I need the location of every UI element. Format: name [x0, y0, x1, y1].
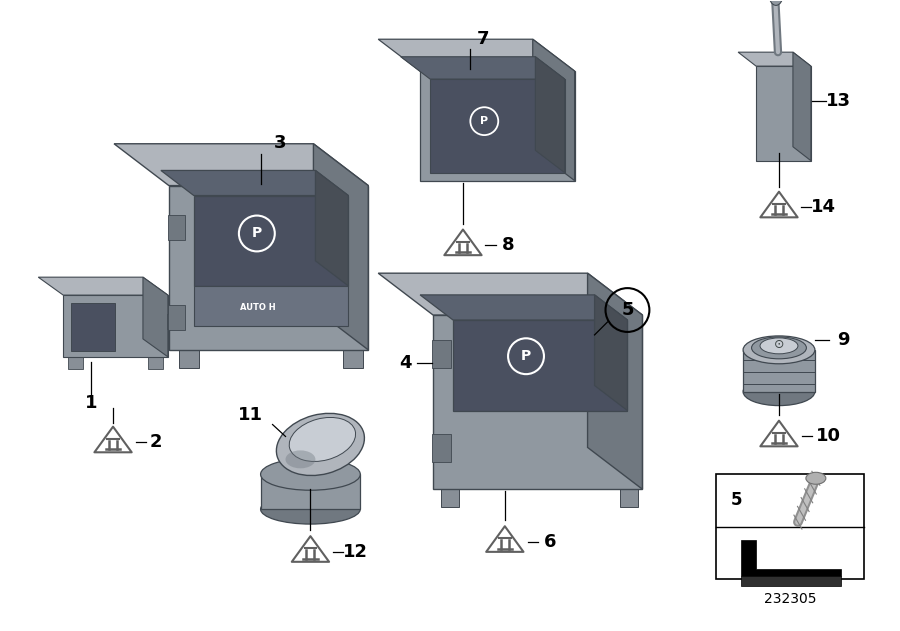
Text: 12: 12: [343, 543, 368, 561]
Ellipse shape: [743, 378, 814, 406]
Text: 13: 13: [826, 92, 851, 110]
Ellipse shape: [769, 0, 783, 6]
Polygon shape: [420, 295, 627, 320]
Polygon shape: [536, 57, 564, 173]
Text: P: P: [521, 349, 531, 363]
Polygon shape: [738, 52, 811, 66]
Ellipse shape: [285, 451, 315, 468]
Polygon shape: [63, 295, 168, 357]
Text: P: P: [481, 116, 489, 126]
Text: ⊙: ⊙: [774, 338, 784, 351]
Polygon shape: [433, 315, 643, 489]
Polygon shape: [420, 71, 574, 180]
Polygon shape: [179, 348, 199, 368]
Polygon shape: [161, 170, 348, 196]
Text: 8: 8: [501, 237, 514, 254]
Polygon shape: [343, 348, 364, 368]
Polygon shape: [453, 320, 627, 411]
Polygon shape: [194, 196, 348, 286]
Text: P: P: [252, 227, 262, 240]
Text: 10: 10: [816, 427, 842, 445]
Ellipse shape: [752, 337, 806, 359]
Polygon shape: [378, 39, 574, 71]
Polygon shape: [793, 52, 811, 161]
Ellipse shape: [760, 338, 798, 354]
Polygon shape: [620, 487, 638, 507]
Text: 3: 3: [274, 134, 287, 152]
Polygon shape: [741, 576, 841, 586]
Polygon shape: [194, 286, 348, 326]
Polygon shape: [143, 277, 168, 357]
Text: 1: 1: [85, 394, 97, 411]
Text: AUTO H: AUTO H: [239, 304, 275, 312]
Text: 11: 11: [238, 406, 263, 423]
Polygon shape: [168, 215, 184, 240]
Polygon shape: [166, 314, 183, 329]
Text: 5: 5: [731, 491, 742, 509]
Polygon shape: [315, 170, 348, 286]
Polygon shape: [588, 273, 643, 489]
Ellipse shape: [261, 494, 360, 524]
Polygon shape: [716, 475, 864, 579]
Polygon shape: [400, 57, 564, 79]
Polygon shape: [756, 66, 811, 161]
Ellipse shape: [743, 336, 814, 364]
Text: 4: 4: [399, 354, 411, 372]
Ellipse shape: [261, 458, 360, 490]
Polygon shape: [741, 540, 841, 576]
Polygon shape: [432, 340, 451, 368]
Polygon shape: [261, 475, 360, 509]
Polygon shape: [441, 487, 459, 507]
Text: 232305: 232305: [764, 592, 816, 606]
Ellipse shape: [289, 418, 356, 461]
Ellipse shape: [806, 473, 826, 484]
Polygon shape: [432, 435, 451, 463]
Text: 9: 9: [838, 331, 850, 349]
Text: 7: 7: [477, 30, 489, 48]
Text: 2: 2: [149, 433, 162, 451]
Polygon shape: [430, 79, 564, 173]
Polygon shape: [168, 305, 184, 330]
Polygon shape: [313, 144, 368, 350]
Ellipse shape: [276, 413, 365, 476]
Polygon shape: [68, 356, 83, 369]
Polygon shape: [114, 144, 368, 186]
Polygon shape: [39, 277, 168, 295]
Text: 5: 5: [621, 301, 634, 319]
Polygon shape: [533, 39, 574, 180]
Polygon shape: [169, 186, 368, 350]
Text: 14: 14: [811, 199, 836, 216]
Text: 6: 6: [544, 533, 556, 551]
Polygon shape: [148, 356, 163, 369]
Polygon shape: [595, 295, 627, 411]
Polygon shape: [71, 303, 115, 351]
Polygon shape: [743, 350, 814, 392]
Polygon shape: [378, 273, 643, 315]
